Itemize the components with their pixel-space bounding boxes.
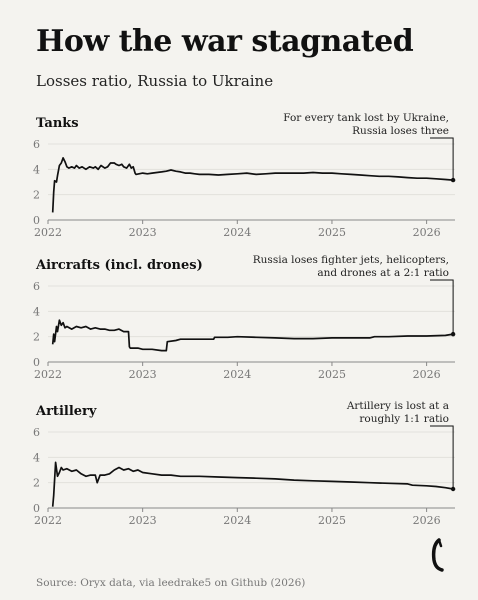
y-tick-label: 2 xyxy=(33,189,40,202)
annotation-line: and drones at a 2:1 ratio xyxy=(317,267,449,279)
x-tick-label: 2022 xyxy=(34,368,62,381)
annotation-leader-line xyxy=(430,279,454,335)
chart-title: Artillery xyxy=(36,404,97,419)
y-tick-label: 0 xyxy=(33,214,40,227)
chart-svg: 0 2 4 6 2022 2023 2024 2025 2026 Artillery is los… xyxy=(33,400,456,527)
chart-panel-aircrafts: Aircrafts (incl. drones) 0 2 4 6 2022 2023 202… xyxy=(0,254,478,388)
x-tick-label: 2025 xyxy=(318,226,346,239)
annotation-line: roughly 1:1 ratio xyxy=(359,413,449,425)
chart-panel-artillery: Artillery 0 2 4 6 2022 2023 2024 2025 2026 Artill… xyxy=(0,400,478,534)
y-tick-label: 4 xyxy=(33,163,40,176)
y-tick-label: 2 xyxy=(33,477,40,490)
y-tick-label: 0 xyxy=(33,502,40,515)
annotation-line: Russia loses fighter jets, helicopters, xyxy=(253,254,449,266)
x-tick-label: 2026 xyxy=(413,514,441,527)
page-subtitle: Losses ratio, Russia to Ukraine xyxy=(36,72,274,90)
series-end-point xyxy=(450,331,456,337)
series-line xyxy=(51,157,454,213)
y-tick-label: 2 xyxy=(33,331,40,344)
x-tick-label: 2024 xyxy=(223,226,251,239)
chart-panel-tanks: Tanks 0 2 4 6 2022 2023 2024 2025 2026 For every … xyxy=(0,112,478,246)
x-tick-label: 2023 xyxy=(129,514,157,527)
x-tick-label: 2025 xyxy=(318,514,346,527)
x-tick-label: 2026 xyxy=(413,226,441,239)
y-tick-label: 6 xyxy=(33,426,40,439)
y-tick-label: 6 xyxy=(33,280,40,293)
series-line xyxy=(51,319,454,352)
annotation-leader-line xyxy=(430,137,454,181)
annotation-line: Artillery is lost at a xyxy=(346,400,449,412)
y-tick-label: 6 xyxy=(33,138,40,151)
series-line xyxy=(51,461,454,507)
annotation-line: For every tank lost by Ukraine, xyxy=(283,112,449,124)
x-tick-label: 2023 xyxy=(129,368,157,381)
y-tick-label: 4 xyxy=(33,451,40,464)
annotation-text: Russia loses fighter jets, helicopters, a… xyxy=(253,254,449,279)
annotation-text: For every tank lost by Ukraine, Russia lo… xyxy=(283,112,449,137)
x-tick-label: 2022 xyxy=(34,514,62,527)
series-end-point xyxy=(450,177,456,183)
y-tick-label: 4 xyxy=(33,305,40,318)
annotation-leader-line xyxy=(430,425,454,489)
source-note: Source: Oryx data, via leedrake5 on Gith… xyxy=(36,577,306,589)
chart-title: Tanks xyxy=(36,116,79,131)
page-title: How the war stagnated xyxy=(36,24,414,59)
y-tick-label: 0 xyxy=(33,356,40,369)
x-tick-label: 2024 xyxy=(223,368,251,381)
annotation-line: Russia loses three xyxy=(352,125,449,137)
annotation-text: Artillery is lost at a roughly 1:1 ratio xyxy=(346,400,449,425)
chart-title: Aircrafts (incl. drones) xyxy=(36,258,203,273)
brand-logo-icon xyxy=(430,538,444,576)
x-tick-label: 2024 xyxy=(223,514,251,527)
x-tick-label: 2025 xyxy=(318,368,346,381)
x-tick-label: 2026 xyxy=(413,368,441,381)
x-tick-label: 2023 xyxy=(129,226,157,239)
x-tick-label: 2022 xyxy=(34,226,62,239)
chart-svg: 0 2 4 6 2022 2023 2024 2025 2026 For every tank l… xyxy=(33,112,456,239)
chart-svg: 0 2 4 6 2022 2023 2024 2025 2026 Russia loses fig… xyxy=(33,254,456,381)
